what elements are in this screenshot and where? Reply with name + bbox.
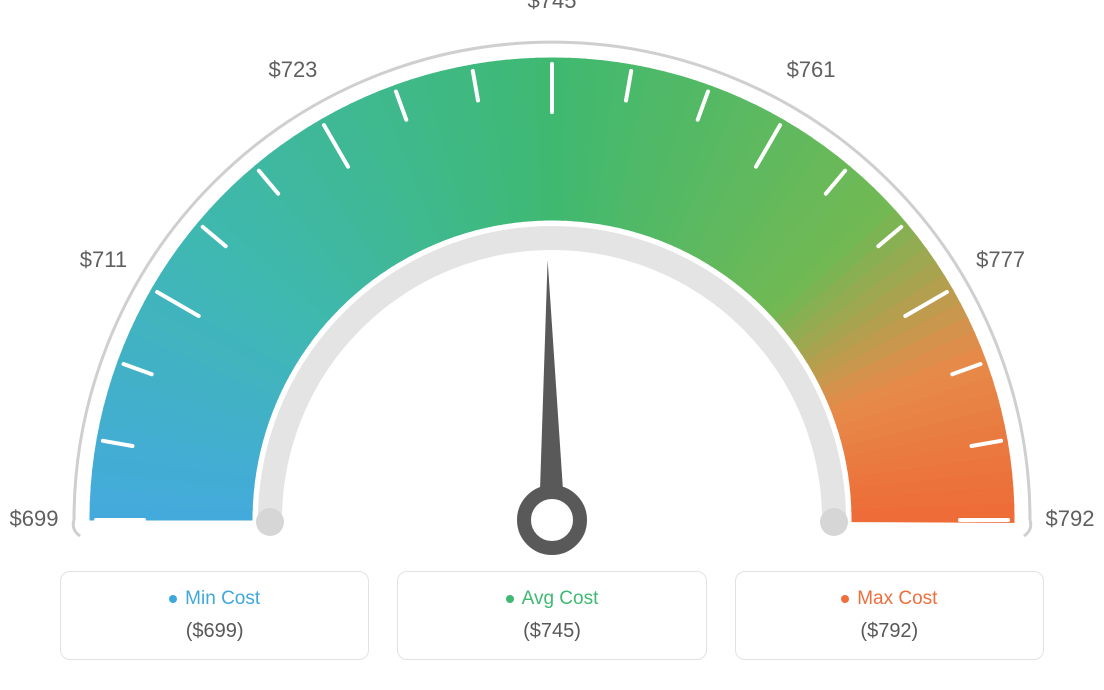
- legend-label-avg: Avg Cost: [522, 588, 599, 610]
- legend-title-avg: Avg Cost: [506, 588, 599, 610]
- cost-gauge-container: $699 $711 $723 $745 $761 $777 $792 Min Cost ($…: [0, 0, 1104, 690]
- legend-value-avg: ($745): [408, 620, 695, 643]
- legend-title-max: Max Cost: [841, 588, 937, 610]
- legend-card-avg: Avg Cost ($745): [397, 571, 706, 660]
- gauge-needle-hub: [524, 492, 580, 548]
- gauge-tick-label: $777: [976, 247, 1025, 272]
- gauge-needle: [539, 260, 565, 520]
- gauge-tick-label: $792: [1046, 506, 1095, 531]
- legend-card-max: Max Cost ($792): [735, 571, 1044, 660]
- gauge-tick-label: $699: [10, 506, 59, 531]
- legend-card-min: Min Cost ($699): [60, 571, 369, 660]
- legend-value-min: ($699): [71, 620, 358, 643]
- legend-label-min: Min Cost: [185, 588, 260, 610]
- gauge-chart: $699 $711 $723 $745 $761 $777 $792: [0, 0, 1104, 560]
- legend-label-max: Max Cost: [857, 588, 937, 610]
- legend-title-min: Min Cost: [169, 588, 260, 610]
- gauge-tick-label: $711: [80, 247, 127, 272]
- legend-row: Min Cost ($699) Avg Cost ($745) Max Cost…: [0, 571, 1104, 660]
- gauge-area: $699 $711 $723 $745 $761 $777 $792: [0, 0, 1104, 560]
- gauge-tick-label: $723: [268, 57, 317, 82]
- legend-value-max: ($792): [746, 620, 1033, 643]
- gauge-tick-label: $761: [787, 57, 836, 82]
- gauge-tick-label: $745: [528, 0, 577, 13]
